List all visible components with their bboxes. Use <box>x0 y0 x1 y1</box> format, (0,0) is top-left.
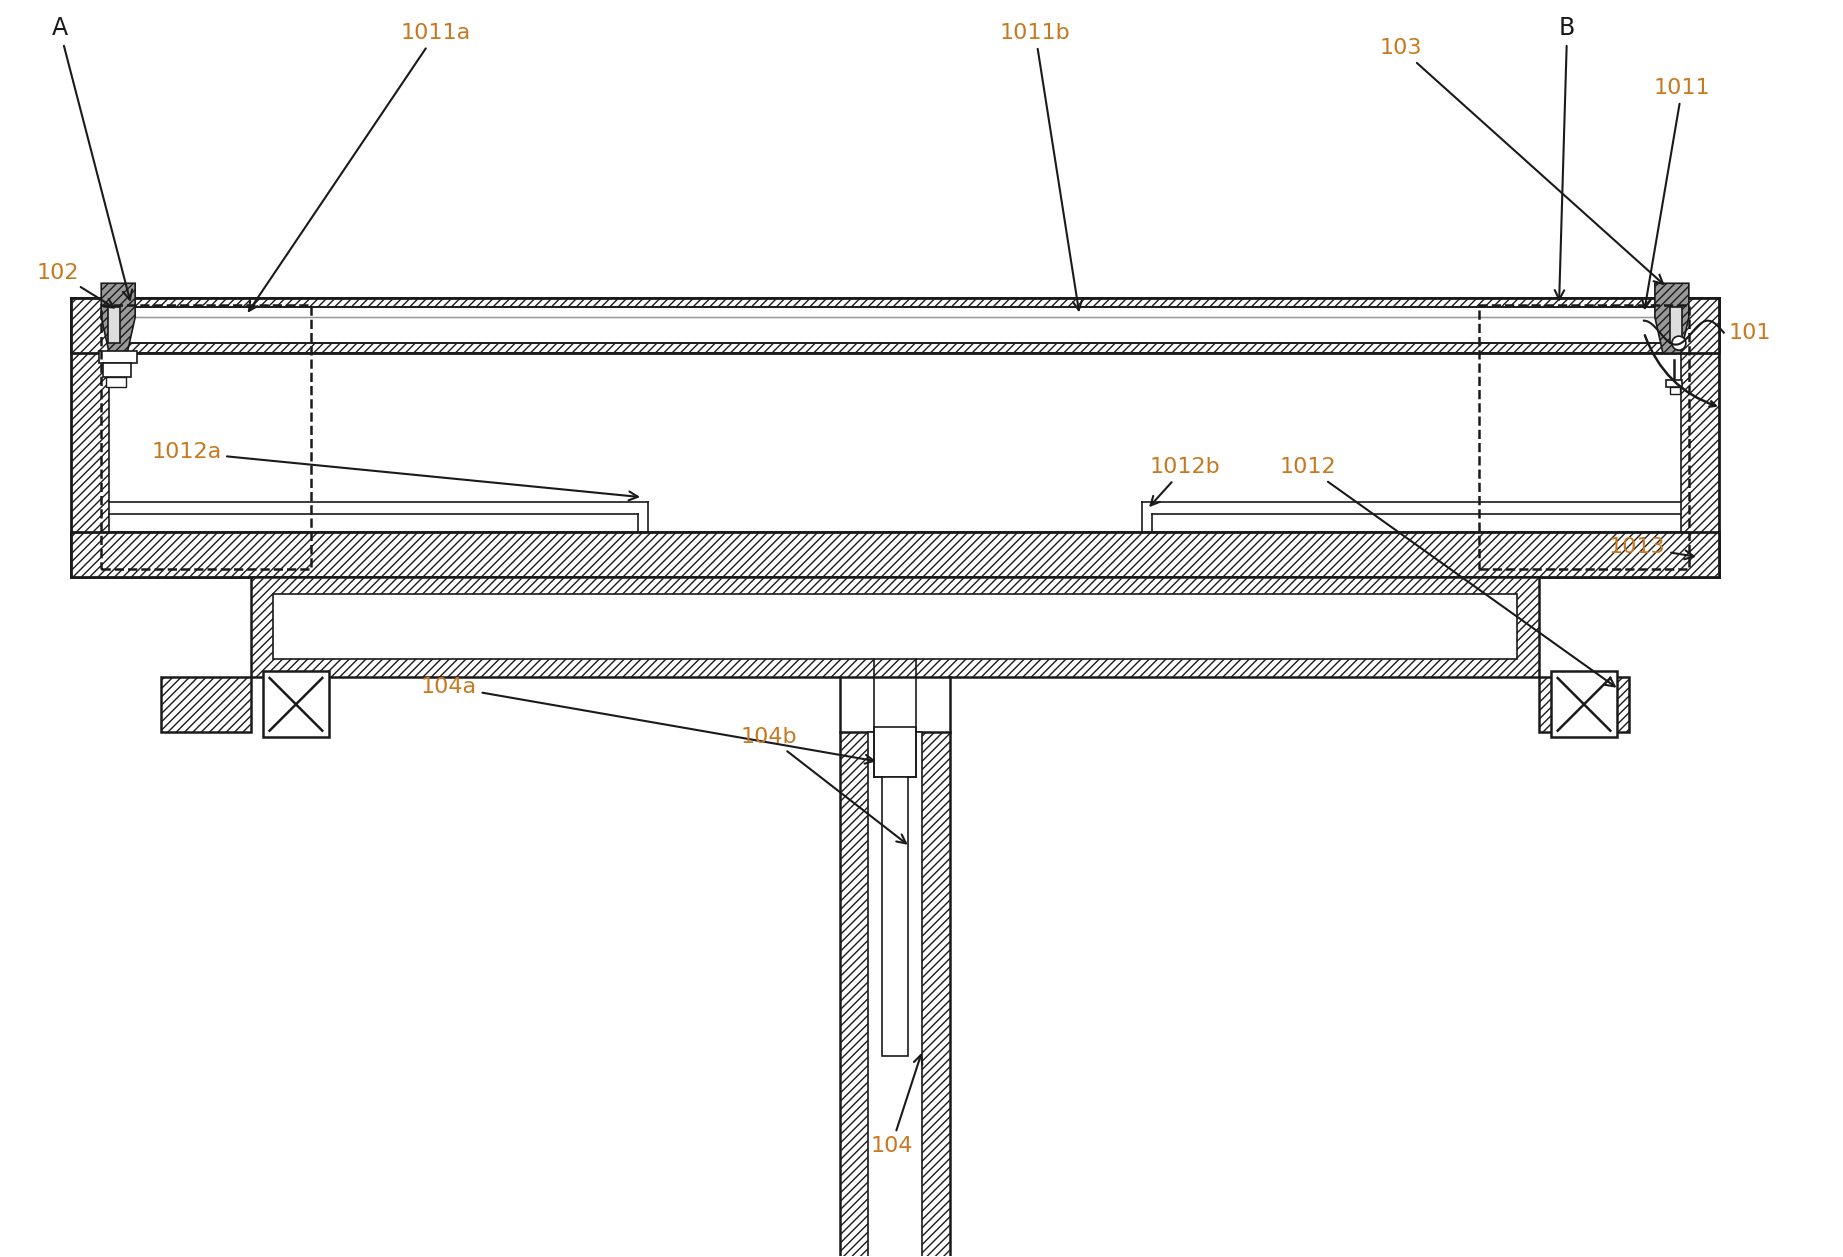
Polygon shape <box>1655 283 1688 353</box>
Text: 102: 102 <box>37 263 114 308</box>
Bar <box>72 532 1720 577</box>
Bar <box>1480 304 1688 569</box>
Bar <box>125 307 1664 343</box>
Text: 104a: 104a <box>420 676 874 764</box>
Bar <box>107 377 125 387</box>
Polygon shape <box>101 283 135 353</box>
Bar <box>109 353 1681 532</box>
Text: 104: 104 <box>870 1055 922 1156</box>
Bar <box>874 727 916 777</box>
Text: 1013: 1013 <box>1609 537 1694 559</box>
Text: A: A <box>52 16 133 299</box>
Bar <box>109 307 120 343</box>
Bar <box>1539 676 1629 732</box>
Bar <box>101 304 311 569</box>
Text: 1012a: 1012a <box>151 442 638 500</box>
Text: 1012: 1012 <box>1279 458 1614 686</box>
Bar <box>72 298 1720 353</box>
Text: 1012b: 1012b <box>1150 458 1220 505</box>
Bar <box>72 298 1720 577</box>
Text: 101: 101 <box>1729 323 1771 343</box>
Bar <box>100 351 136 363</box>
Bar <box>840 732 949 1257</box>
Bar <box>160 676 251 732</box>
Bar <box>1670 387 1679 393</box>
Bar <box>103 363 131 377</box>
Text: 1011a: 1011a <box>249 24 472 310</box>
Bar <box>1666 380 1683 387</box>
Bar <box>868 732 923 1257</box>
Bar <box>264 671 328 738</box>
Text: 1011b: 1011b <box>1001 24 1082 310</box>
Text: 104b: 104b <box>741 727 907 843</box>
Circle shape <box>1672 336 1686 351</box>
Bar <box>1552 671 1616 738</box>
Bar <box>251 577 1539 676</box>
Bar <box>1670 307 1683 343</box>
Text: 103: 103 <box>1379 38 1662 284</box>
Text: B: B <box>1555 16 1576 299</box>
Text: 1011: 1011 <box>1642 78 1710 308</box>
Bar <box>883 777 909 1056</box>
Bar <box>273 595 1517 659</box>
